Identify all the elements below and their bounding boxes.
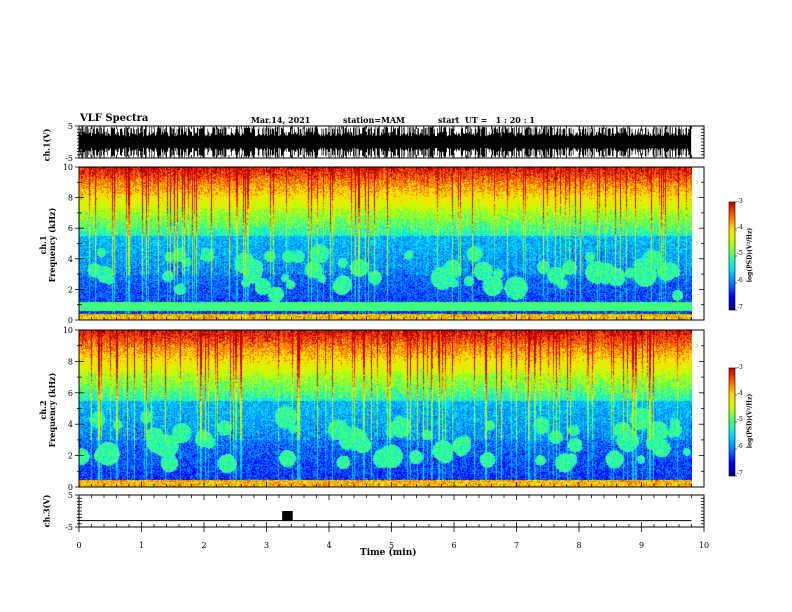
date-label: Mar.14, 2021 (251, 115, 311, 125)
x-tick-label: 2 (201, 541, 206, 550)
x-tick-label: 8 (576, 541, 581, 550)
ch2-spectrogram-ylabel: ch.2 Frequency (kHz) (38, 372, 57, 448)
cbar2-tick: -7 (737, 470, 743, 477)
y-tick-label: 10 (63, 326, 73, 335)
cbar2-label: log(PSD)(V²/Hz) (746, 393, 754, 449)
x-tick-label: 3 (264, 541, 269, 550)
ch1-waveform-trace (78, 126, 692, 158)
cbar1-tick: -7 (737, 304, 743, 311)
y-tick-label: 5 (68, 491, 73, 500)
x-tick-label: 7 (514, 541, 519, 550)
spectrogram-image (79, 167, 692, 320)
station-label: station=MAM (343, 115, 405, 125)
cbar1-label: log(PSD)(V²/Hz) (746, 227, 754, 283)
y-tick-label: 6 (68, 224, 73, 233)
y-tick-label: 2 (68, 285, 73, 294)
x-tick-label: 0 (76, 541, 81, 550)
cbar2-tick: -6 (737, 443, 743, 450)
cbar1-tick: -4 (737, 224, 743, 231)
ch2-ylabel-line2: Frequency (kHz) (47, 372, 57, 448)
cbar2-tick: -5 (737, 416, 743, 423)
figure-title: VLF Spectra (80, 113, 149, 124)
x-tick-label: 6 (451, 541, 456, 550)
cbar1-tick: -3 (737, 198, 743, 205)
x-tick-label: 1 (139, 541, 144, 550)
colorbar (728, 201, 736, 311)
y-tick-label: 8 (68, 357, 73, 366)
y-tick-label: 0 (68, 316, 73, 325)
y-tick-label: 8 (68, 194, 73, 203)
ch1-waveform-ylabel: ch.1(V) (41, 128, 52, 162)
cbar2-tick: -4 (737, 390, 743, 397)
y-tick-label: 10 (63, 163, 73, 172)
x-tick-label: 4 (326, 541, 331, 550)
cbar1-tick: -6 (737, 277, 743, 284)
x-tick-label: 5 (389, 541, 394, 550)
y-tick-label: 5 (68, 122, 73, 131)
x-tick-label: 10 (699, 541, 709, 550)
y-tick-label: 4 (68, 255, 73, 264)
y-tick-label: 0 (68, 483, 73, 492)
x-tick-label: 9 (639, 541, 644, 550)
cbar2-tick: -3 (737, 364, 743, 371)
ch1-ylabel-line2: Frequency (kHz) (47, 207, 57, 283)
colorbar (728, 367, 736, 477)
ch1-spectrogram-ylabel: ch.1 Frequency (kHz) (38, 207, 57, 283)
ch3-pulse (282, 511, 293, 521)
spectrogram-image (79, 330, 692, 487)
y-tick-label: 4 (68, 420, 73, 429)
y-tick-label: -5 (65, 523, 73, 532)
start-time-label: start UT = 1 : 20 : 1 (438, 115, 535, 125)
y-tick-label: 6 (68, 389, 73, 398)
y-tick-label: -5 (65, 154, 73, 163)
cbar1-tick: -5 (737, 250, 743, 257)
ch3-ylabel: ch.3(V) (41, 494, 52, 528)
y-tick-label: 2 (68, 452, 73, 461)
x-axis-label: Time (min) (360, 548, 417, 558)
